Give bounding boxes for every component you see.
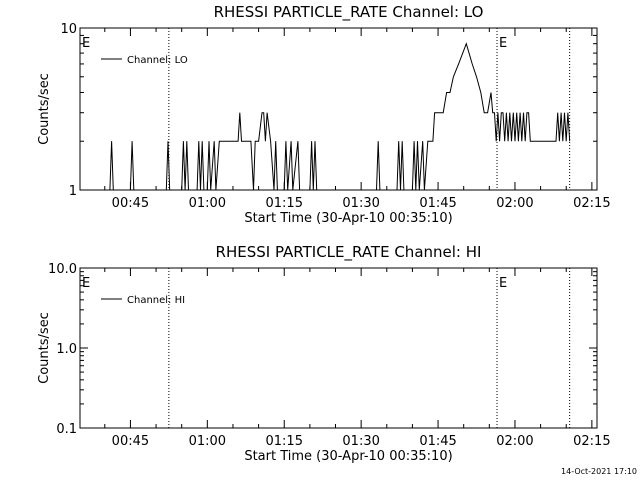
event-marker-label: E [499,276,507,291]
x-axis-label: Start Time (30-Apr-10 00:35:10) [244,211,452,226]
legend-label: Channel: LO [127,55,188,66]
timestamp: 14-Oct-2021 17:10 [561,467,637,476]
plot-frame [79,267,598,429]
y-axis-label: Counts/sec [37,312,52,384]
x-tick-label: 01:00 [189,434,226,449]
panel-lo: RHESSI PARTICLE_RATE Channel: LO 00:45 01:… [37,3,611,226]
y-axis-label: Counts/sec [37,73,52,145]
y-tick-label: 10.0 [48,262,77,277]
x-tick-label: 01:30 [342,196,379,211]
plot-frame [79,27,598,191]
chart-title: RHESSI PARTICLE_RATE Channel: HI [216,243,482,262]
y-tick-label: 1.0 [56,342,77,357]
x-tick-label: 02:00 [496,196,533,211]
x-tick-label: 01:45 [419,196,456,211]
x-tick-label: 01:15 [266,434,303,449]
x-tick-label: 02:00 [496,434,533,449]
chart-title: RHESSI PARTICLE_RATE Channel: LO [214,3,484,22]
event-marker-label: E [82,276,90,291]
x-tick-label: 01:15 [266,196,303,211]
event-marker-label: E [82,36,90,51]
x-tick-label: 02:15 [573,196,610,211]
x-tick-label: 00:45 [112,434,149,449]
x-tick-label: 02:15 [573,434,610,449]
x-tick-label: 00:45 [112,196,149,211]
event-marker-label: E [499,36,507,51]
x-tick-label: 01:30 [342,434,379,449]
x-axis-label: Start Time (30-Apr-10 00:35:10) [244,449,452,464]
x-tick-label: 01:45 [419,434,456,449]
legend-label: Channel: HI [127,295,185,306]
y-tick-label: 1 [69,184,77,199]
y-tick-label: 0.1 [56,422,77,437]
x-tick-label: 01:00 [189,196,226,211]
panel-hi: RHESSI PARTICLE_RATE Channel: HI 00:45 01:… [37,243,611,464]
series-line-lo [109,42,571,191]
y-tick-label: 10 [60,22,77,37]
